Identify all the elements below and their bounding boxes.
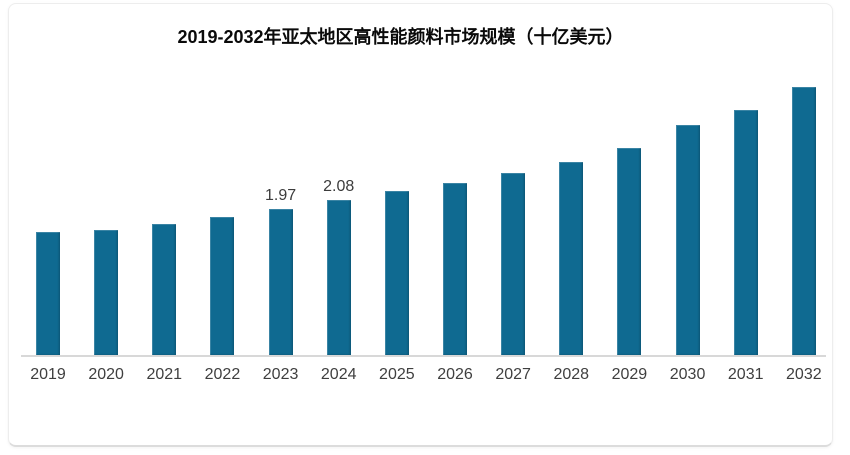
bar-column-2030 <box>675 67 700 355</box>
bars-row: 1.97 2.08 <box>21 67 826 357</box>
x-tick-label: 2019 <box>30 366 66 383</box>
x-tick-2032: 2032 <box>786 366 822 384</box>
bar-column-2023: 1.97 <box>265 67 296 355</box>
bar-column-2025 <box>384 67 409 355</box>
chart-title: 2019-2032年亚太地区高性能颜料市场规模（十亿美元） <box>177 27 624 47</box>
x-tick-2021: 2021 <box>146 366 182 384</box>
x-tick-2030: 2030 <box>670 366 706 384</box>
x-tick-label: 2027 <box>495 366 531 383</box>
bar-2024: 2.08 <box>323 178 354 355</box>
bar-column-2027 <box>501 67 526 355</box>
x-tick-2031: 2031 <box>728 366 764 384</box>
bar-column-2031 <box>733 67 758 355</box>
chart-card: 2019-2032年亚太地区高性能颜料市场规模（十亿美元） 1.97 2.08 2… <box>8 3 833 447</box>
bar-2023: 1.97 <box>265 187 296 355</box>
x-tick-2025: 2025 <box>379 366 415 384</box>
bar-column-2028 <box>559 67 584 355</box>
bar-2028 <box>559 162 584 355</box>
bar-column-2022 <box>210 67 235 355</box>
x-tick-2022: 2022 <box>205 366 241 384</box>
x-tick-label: 2021 <box>146 366 183 383</box>
bar-2022 <box>210 217 235 355</box>
x-tick-label: 2022 <box>204 366 241 383</box>
bar-2026 <box>442 183 467 355</box>
x-tick-label: 2025 <box>379 366 415 383</box>
x-tick-2020: 2020 <box>88 366 124 384</box>
x-tick-2024: 2024 <box>321 366 357 384</box>
bar-column-2024: 2.08 <box>323 67 354 355</box>
bar-column-2021 <box>152 67 177 355</box>
x-tick-label: 2023 <box>262 366 299 383</box>
bar-2032 <box>791 87 816 355</box>
x-tick-label: 2026 <box>437 366 473 383</box>
x-tick-label: 2024 <box>320 366 357 383</box>
plot-area: 1.97 2.08 2019 2020 2021 2022 2023 2024 2025 202… <box>21 67 826 384</box>
x-tick-label: 2028 <box>553 366 590 383</box>
bar-2027 <box>501 173 526 355</box>
x-tick-2023: 2023 <box>263 366 299 384</box>
bar-2021 <box>152 224 177 355</box>
bar-2030 <box>675 125 700 355</box>
x-tick-label: 2029 <box>611 366 648 383</box>
bar-2019 <box>36 232 60 355</box>
x-tick-2027: 2027 <box>495 366 531 384</box>
x-tick-label: 2031 <box>727 366 764 383</box>
x-tick-2029: 2029 <box>612 366 648 384</box>
bar-column-2019 <box>36 67 60 355</box>
x-tick-2026: 2026 <box>437 366 473 384</box>
bar-2025 <box>384 191 409 355</box>
bar-2029 <box>617 148 642 355</box>
x-tick-label: 2030 <box>669 366 706 383</box>
data-label-2024: 2.08 <box>323 178 355 195</box>
bar-column-2020 <box>94 67 119 355</box>
x-tick-2028: 2028 <box>553 366 589 384</box>
x-tick-label: 2020 <box>88 366 124 383</box>
x-tick-2019: 2019 <box>30 366 66 384</box>
x-tick-label: 2032 <box>786 366 822 383</box>
bar-2031 <box>733 110 758 355</box>
bar-column-2029 <box>617 67 642 355</box>
bar-column-2026 <box>442 67 467 355</box>
data-label-2023: 1.97 <box>264 187 297 204</box>
bar-column-2032 <box>791 67 816 355</box>
bar-2020 <box>94 230 119 355</box>
x-axis-labels: 2019 2020 2021 2022 2023 2024 2025 2026 2027 2028… <box>21 366 826 384</box>
